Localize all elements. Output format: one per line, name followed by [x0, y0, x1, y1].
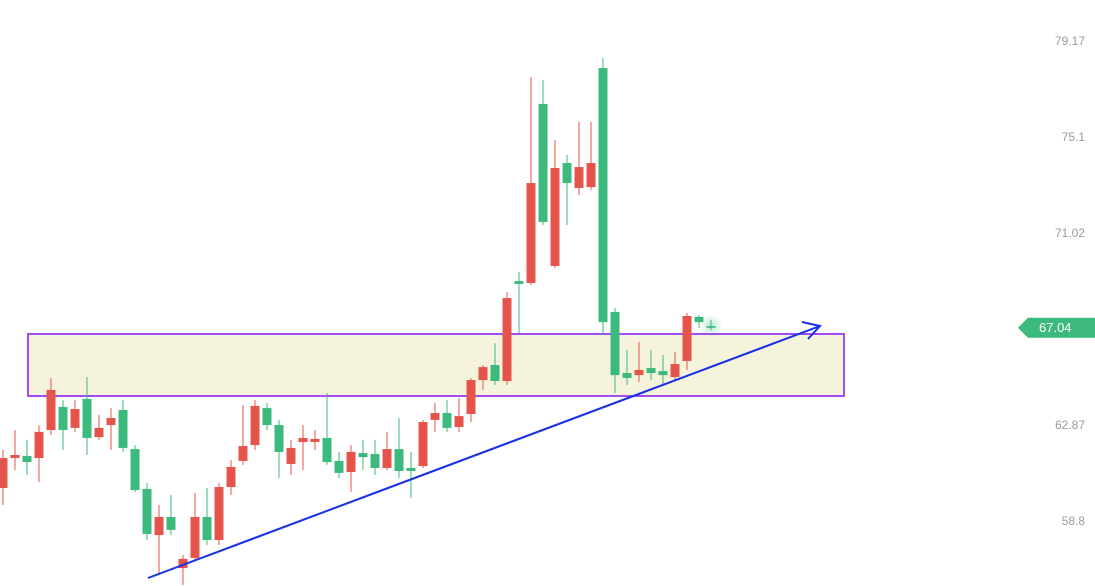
candle-body	[250, 405, 260, 446]
candle-body	[586, 163, 596, 188]
candle-body	[682, 315, 692, 361]
candle-body	[634, 369, 644, 376]
candle-body	[346, 451, 356, 472]
candle-body	[58, 406, 68, 431]
candle-body	[34, 431, 44, 459]
candle-body	[526, 183, 536, 283]
candle-body	[490, 364, 500, 382]
candle-body	[166, 516, 176, 530]
candle-body	[130, 449, 140, 491]
candle-body	[190, 516, 200, 558]
candle-body	[658, 371, 668, 376]
candle-body	[646, 368, 656, 373]
candle-body	[322, 438, 332, 463]
last-price-tag	[1018, 317, 1095, 338]
y-tick-label: 71.02	[1055, 226, 1085, 240]
candle-body	[214, 487, 224, 541]
candle-body	[334, 460, 344, 473]
candle-body	[202, 516, 212, 541]
y-tick-label: 62.87	[1055, 418, 1085, 432]
candle-body	[550, 168, 560, 267]
candle-body	[274, 425, 284, 452]
candle-body	[430, 413, 440, 420]
candle-body	[370, 454, 380, 468]
candle-body	[706, 326, 716, 328]
candle-body	[106, 417, 116, 426]
candle-body	[454, 416, 464, 427]
candle-body	[310, 438, 320, 443]
candle-body	[394, 449, 404, 472]
candle-body	[142, 488, 152, 534]
candle-body	[442, 413, 452, 428]
candle-body	[298, 438, 308, 443]
candle-body	[466, 380, 476, 414]
last-price-label: 67.04	[1039, 320, 1072, 335]
candle-body	[514, 281, 524, 284]
candle-body	[154, 516, 164, 536]
candle-body	[502, 298, 512, 382]
trend-line	[147, 321, 822, 579]
candle-body	[10, 454, 20, 459]
y-tick-label: 75.1	[1062, 130, 1086, 144]
candle-body	[286, 447, 296, 464]
candle-body	[118, 409, 128, 448]
candle-body	[94, 427, 104, 438]
candle-body	[262, 408, 272, 426]
candle-body	[178, 558, 188, 569]
candle-body	[598, 68, 608, 323]
zone-box	[27, 333, 845, 397]
candle-body	[538, 103, 548, 222]
candle-body	[70, 409, 80, 428]
candle-body	[46, 389, 56, 431]
candle-body	[670, 364, 680, 378]
candle-body	[0, 458, 8, 488]
candle-body	[694, 316, 704, 323]
candle-body	[238, 446, 248, 461]
candle-body	[610, 311, 620, 376]
candle-body	[406, 467, 416, 472]
y-axis: 79.17 75.1 71.02 62.87 58.8 67.04	[1018, 34, 1095, 528]
candle-body	[226, 467, 236, 488]
candle-body	[382, 449, 392, 468]
candle-body	[562, 163, 572, 184]
candle-body	[358, 453, 368, 458]
candle-body	[574, 167, 584, 189]
candle-body	[478, 367, 488, 381]
y-tick-label: 58.8	[1062, 514, 1086, 528]
candle-body	[622, 372, 632, 378]
candle-body	[418, 422, 428, 467]
candle-body	[82, 398, 92, 439]
y-tick-label: 79.17	[1055, 34, 1085, 48]
candles	[0, 57, 716, 586]
candle-body	[22, 455, 32, 463]
